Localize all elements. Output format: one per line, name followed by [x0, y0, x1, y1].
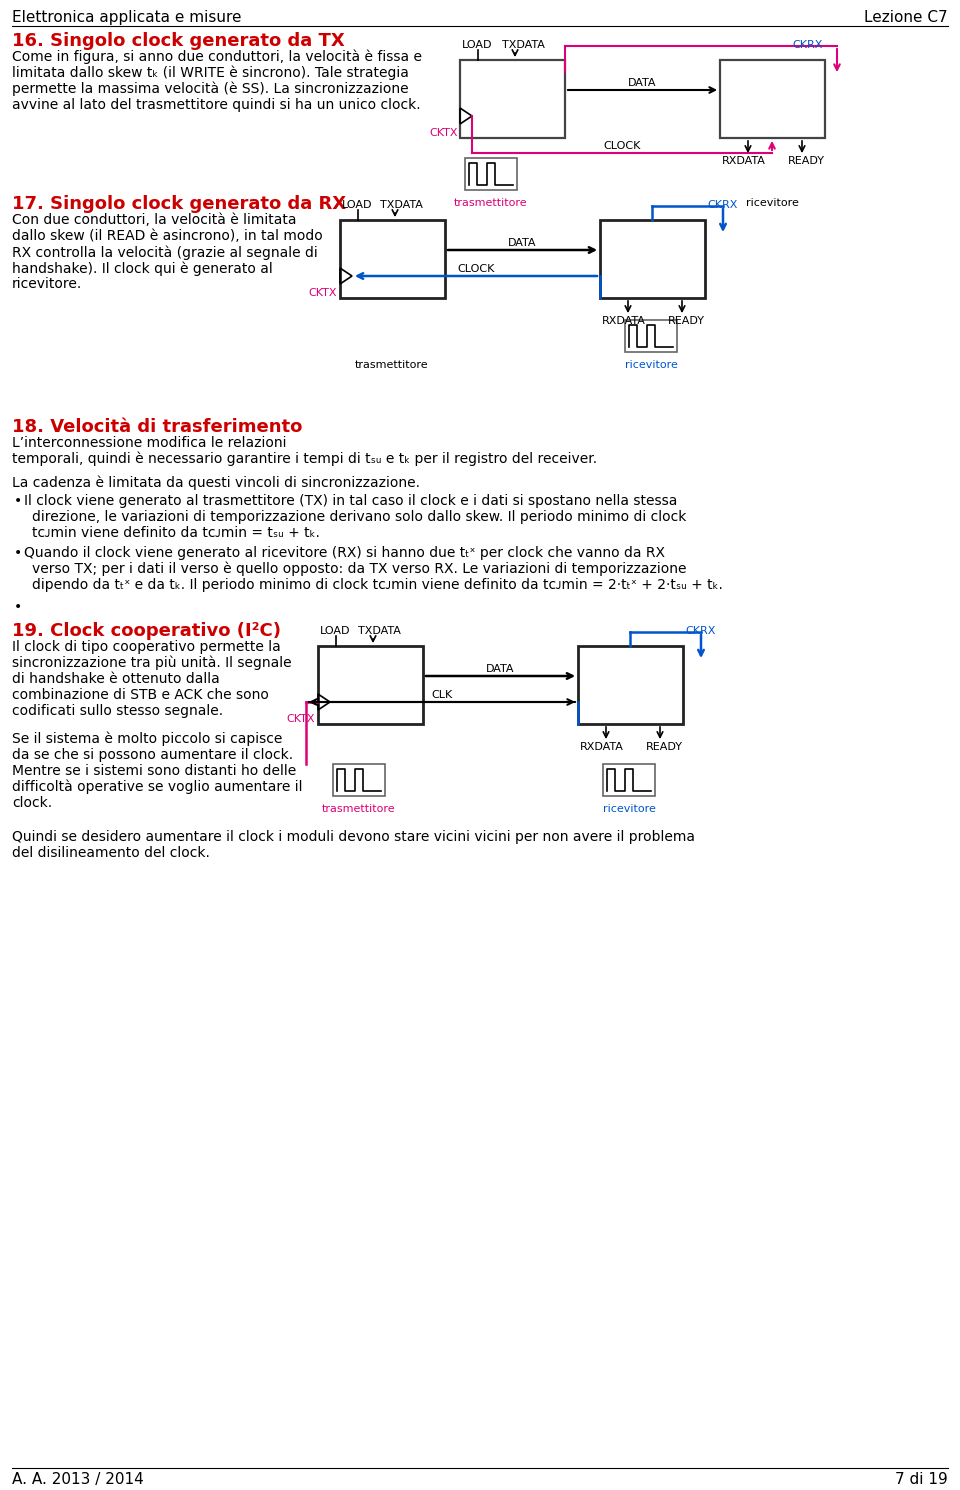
Text: DATA: DATA [486, 665, 515, 673]
Text: limitata dallo skew tₖ (il WRITE è sincrono). Tale strategia: limitata dallo skew tₖ (il WRITE è sincr… [12, 66, 409, 80]
Text: 7 di 19: 7 di 19 [896, 1472, 948, 1487]
Text: 17. Singolo clock generato da RX: 17. Singolo clock generato da RX [12, 195, 347, 213]
Bar [340, 221, 445, 298]
Bar [333, 764, 385, 796]
Text: Lezione C7: Lezione C7 [864, 10, 948, 25]
Text: •: • [14, 545, 22, 560]
Text: Se il sistema è molto piccolo si capisce: Se il sistema è molto piccolo si capisce [12, 732, 282, 746]
Text: del disilineamento del clock.: del disilineamento del clock. [12, 846, 210, 860]
Text: •: • [14, 495, 22, 508]
Text: ricevitore.: ricevitore. [12, 277, 83, 291]
Text: CKTX: CKTX [286, 714, 315, 724]
Text: permette la massima velocità (è SS). La sincronizzazione: permette la massima velocità (è SS). La … [12, 82, 409, 97]
Text: RX controlla la velocità (grazie al segnale di: RX controlla la velocità (grazie al segn… [12, 244, 318, 259]
Text: TXDATA: TXDATA [380, 200, 422, 210]
Text: Come in figura, si anno due conduttori, la velocità è fissa e: Come in figura, si anno due conduttori, … [12, 51, 422, 64]
Bar [465, 158, 517, 191]
Text: Mentre se i sistemi sono distanti ho delle: Mentre se i sistemi sono distanti ho del… [12, 764, 297, 778]
Text: codificati sullo stesso segnale.: codificati sullo stesso segnale. [12, 703, 223, 718]
Text: DATA: DATA [628, 77, 657, 88]
Bar [460, 60, 565, 139]
Text: trasmettitore: trasmettitore [454, 198, 528, 209]
Text: tᴄᴊmin viene definito da tᴄᴊmin = tₛᵤ + tₖ.: tᴄᴊmin viene definito da tᴄᴊmin = tₛᵤ + … [32, 526, 320, 539]
Bar [578, 647, 683, 724]
Text: TXDATA: TXDATA [502, 40, 545, 51]
Text: READY: READY [788, 156, 825, 165]
Text: CLK: CLK [431, 690, 452, 700]
Bar [600, 221, 705, 298]
Text: Elettronica applicata e misure: Elettronica applicata e misure [12, 10, 242, 25]
Text: combinazione di STB e ACK che sono: combinazione di STB e ACK che sono [12, 688, 269, 702]
Text: CLOCK: CLOCK [457, 264, 494, 274]
Text: avvine al lato del trasmettitore quindi si ha un unico clock.: avvine al lato del trasmettitore quindi … [12, 98, 420, 112]
Text: A. A. 2013 / 2014: A. A. 2013 / 2014 [12, 1472, 144, 1487]
Text: direzione, le variazioni di temporizzazione derivano solo dallo skew. Il periodo: direzione, le variazioni di temporizzazi… [32, 510, 686, 524]
Text: La cadenza è limitata da questi vincoli di sincronizzazione.: La cadenza è limitata da questi vincoli … [12, 475, 420, 490]
Text: CLOCK: CLOCK [603, 142, 640, 150]
Text: Il clock di tipo cooperativo permette la: Il clock di tipo cooperativo permette la [12, 641, 280, 654]
Text: trasmettitore: trasmettitore [323, 805, 396, 814]
Text: READY: READY [668, 316, 705, 326]
Bar [625, 320, 677, 352]
Text: LOAD: LOAD [342, 200, 372, 210]
Text: sincronizzazione tra più unità. Il segnale: sincronizzazione tra più unità. Il segna… [12, 656, 292, 670]
Text: dallo skew (il READ è asincrono), in tal modo: dallo skew (il READ è asincrono), in tal… [12, 229, 323, 243]
Text: CKRX: CKRX [707, 200, 737, 210]
Text: Quindi se desidero aumentare il clock i moduli devono stare vicini vicini per no: Quindi se desidero aumentare il clock i … [12, 830, 695, 843]
Bar [720, 60, 825, 139]
Text: CKTX: CKTX [429, 128, 458, 139]
Text: CKTX: CKTX [308, 288, 337, 298]
Text: LOAD: LOAD [320, 626, 350, 636]
Text: verso TX; per i dati il verso è quello opposto: da TX verso RX. Le variazioni di: verso TX; per i dati il verso è quello o… [32, 562, 686, 577]
Text: difficoltà operative se voglio aumentare il: difficoltà operative se voglio aumentare… [12, 779, 302, 794]
Text: CKRX: CKRX [685, 626, 715, 636]
Text: trasmettitore: trasmettitore [355, 361, 429, 370]
Bar [603, 764, 655, 796]
Text: Il clock viene generato al trasmettitore (TX) in tal caso il clock e i dati si s: Il clock viene generato al trasmettitore… [24, 495, 678, 508]
Text: ricevitore: ricevitore [603, 805, 656, 814]
Text: TXDATA: TXDATA [358, 626, 401, 636]
Text: handshake). Il clock qui è generato al: handshake). Il clock qui è generato al [12, 261, 273, 276]
Text: di handshake è ottenuto dalla: di handshake è ottenuto dalla [12, 672, 220, 685]
Text: da se che si possono aumentare il clock.: da se che si possono aumentare il clock. [12, 748, 293, 761]
Text: DATA: DATA [508, 238, 537, 247]
Text: dipendo da tₜˣ e da tₖ. Il periodo minimo di clock tᴄᴊmin viene definito da tᴄᴊm: dipendo da tₜˣ e da tₖ. Il periodo minim… [32, 578, 723, 592]
Text: READY: READY [646, 742, 683, 752]
Text: 19. Clock cooperativo (I²C): 19. Clock cooperativo (I²C) [12, 621, 281, 641]
Text: temporali, quindi è necessario garantire i tempi di tₛᵤ e tₖ per il registro del: temporali, quindi è necessario garantire… [12, 451, 597, 466]
Bar [318, 647, 423, 724]
Text: 16. Singolo clock generato da TX: 16. Singolo clock generato da TX [12, 31, 345, 51]
Text: RXDATA: RXDATA [722, 156, 766, 165]
Text: clock.: clock. [12, 796, 52, 811]
Text: ricevitore: ricevitore [625, 361, 678, 370]
Text: Con due conduttori, la velocità è limitata: Con due conduttori, la velocità è limita… [12, 213, 297, 226]
Text: CKRX: CKRX [793, 40, 823, 51]
Text: RXDATA: RXDATA [602, 316, 646, 326]
Text: ricevitore: ricevitore [746, 198, 799, 209]
Text: Quando il clock viene generato al ricevitore (RX) si hanno due tₜˣ per clock che: Quando il clock viene generato al ricevi… [24, 545, 665, 560]
Text: RXDATA: RXDATA [580, 742, 624, 752]
Text: 18. Velocità di trasferimento: 18. Velocità di trasferimento [12, 419, 302, 437]
Text: •: • [14, 600, 22, 614]
Text: LOAD: LOAD [462, 40, 492, 51]
Text: L’interconnessione modifica le relazioni: L’interconnessione modifica le relazioni [12, 437, 286, 450]
